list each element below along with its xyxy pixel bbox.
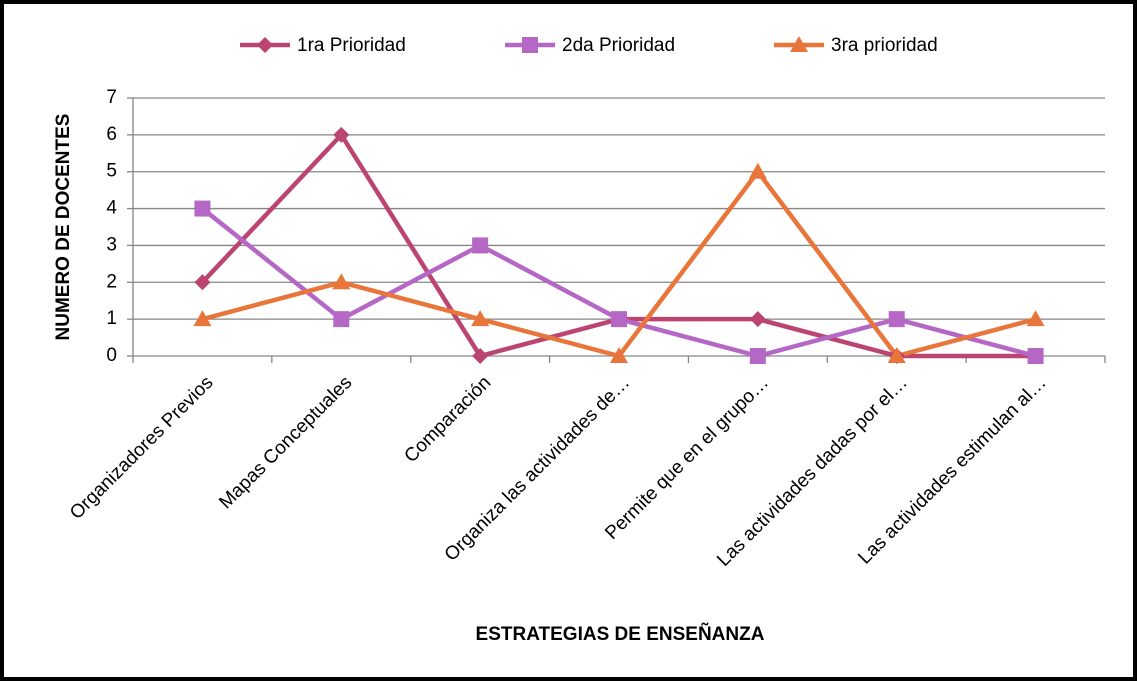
marker [472,348,489,364]
marker [471,310,490,327]
marker [472,237,489,254]
marker [888,311,905,328]
marker [1027,348,1044,364]
marker [194,274,211,291]
marker [748,162,767,179]
y-tick-label: 3 [106,234,117,255]
marker [522,37,538,53]
marker [887,347,906,363]
marker [749,348,766,364]
marker [333,126,350,143]
y-tick-label: 2 [106,271,117,292]
legend-label: 1ra Prioridad [297,35,406,56]
y-tick-label: 4 [106,198,117,219]
marker [332,273,351,290]
y-tick-label: 5 [106,161,117,182]
marker [1026,310,1045,327]
marker [193,310,212,327]
marker [611,311,627,328]
y-tick-label: 1 [106,308,117,329]
marker [610,347,628,363]
marker [790,36,808,52]
legend-label: 2da Prioridad [562,35,675,56]
marker [257,37,273,53]
marker [749,311,766,328]
legend-label: 3ra prioridad [831,35,938,56]
marker [333,311,350,328]
marker [194,200,211,217]
y-tick-label: 0 [106,345,117,366]
y-tick-label: 6 [106,124,117,145]
y-tick-label: 7 [106,87,117,108]
x-axis-title: ESTRATEGIAS DE ENSEÑANZA [476,623,765,645]
y-axis-title: NUMERO DE DOCENTES [53,114,74,341]
